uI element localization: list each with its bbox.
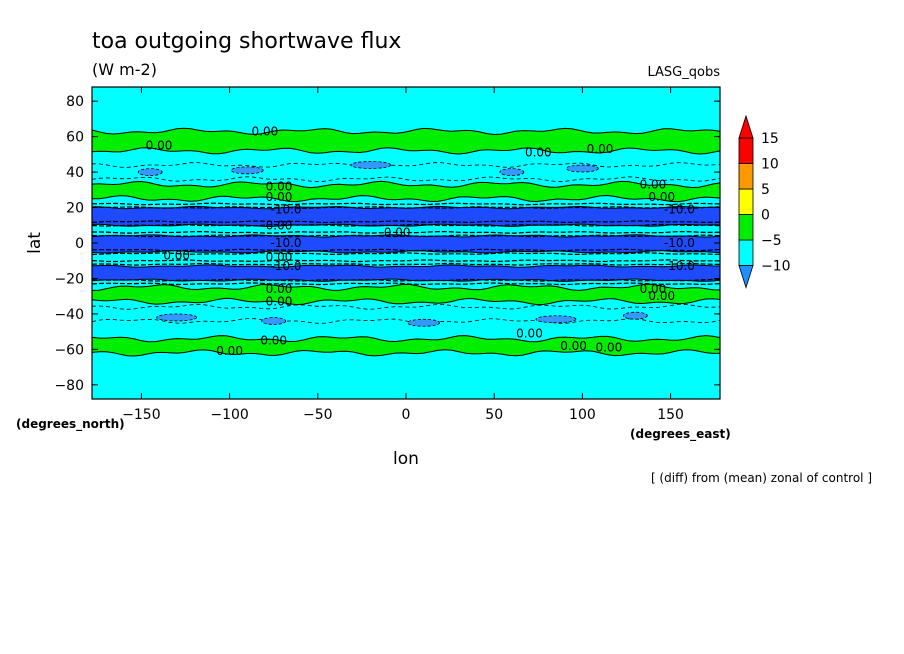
contour-label: 0.00 <box>146 139 173 153</box>
contour-line <box>92 176 720 183</box>
y-tick-label: 60 <box>66 130 84 146</box>
x-axis-label: lon <box>393 449 419 469</box>
y-tick-label: 40 <box>66 165 84 181</box>
field-band <box>92 264 720 282</box>
contour-label: 0.00 <box>516 326 543 340</box>
chart-units: (W m-2) <box>92 60 157 79</box>
heatmap-field: 0.000.000.00 0.000.00 0.000.00 0.00-10.0 -10… <box>92 87 720 399</box>
colorbar-label: −10 <box>761 259 791 275</box>
colorbar-label: 5 <box>761 182 770 198</box>
colorbar-segment <box>738 163 754 190</box>
contour-label: -10.0 <box>664 259 695 273</box>
y-tick-label: 80 <box>66 94 84 110</box>
contour-label: 0.00 <box>266 179 293 193</box>
x-tick-label: −50 <box>303 407 333 423</box>
y-tick-label: −40 <box>54 307 84 323</box>
contour-cell <box>499 168 525 176</box>
contour-cell <box>535 315 577 324</box>
contour-label: 0.00 <box>266 282 293 296</box>
y-tick-label: −80 <box>54 378 84 394</box>
colorbar-segment <box>738 239 754 266</box>
contour-line <box>92 303 720 310</box>
x-tick-label: −150 <box>122 407 160 423</box>
chart-title: toa outgoing shortwave flux <box>92 29 401 54</box>
contour-label: 0.00 <box>384 225 411 239</box>
contour-label: -10.0 <box>664 202 695 216</box>
contour-label: 0.00 <box>648 190 675 204</box>
contour-label: 0.00 <box>252 124 279 138</box>
contour-label: 0.00 <box>260 334 287 348</box>
colorbar-label: 10 <box>761 157 779 173</box>
contour-label: 0.00 <box>525 146 552 160</box>
contour-cell <box>156 313 198 322</box>
y-axis-units: (degrees_north) <box>16 417 125 432</box>
contour-label: 0.00 <box>266 190 293 204</box>
colorbar-segment <box>738 214 754 241</box>
contour-cell <box>407 318 441 327</box>
colorbar-label: −5 <box>761 233 782 249</box>
colorbar-arrow-high <box>738 114 754 139</box>
x-axis-units: (degrees_east) <box>630 427 731 442</box>
colorbar-label: 15 <box>761 131 779 147</box>
x-tick-label: 100 <box>569 407 596 423</box>
contour-label: 0.00 <box>596 341 623 355</box>
contour-label: 0.00 <box>560 339 587 353</box>
y-axis-label: lat <box>25 232 45 254</box>
field-band <box>92 205 720 228</box>
colorbar-label: 0 <box>761 208 770 224</box>
contour-label: 0.00 <box>266 295 293 309</box>
contour-cell <box>261 317 287 325</box>
colorbar: −10 −5 0 5 10 15 <box>738 114 791 289</box>
x-tick-label: 150 <box>657 407 684 423</box>
field-band <box>92 335 720 357</box>
contour-label: 0.00 <box>266 218 293 232</box>
contour-label: 0.00 <box>163 248 190 262</box>
contour-line <box>92 162 720 168</box>
contour-cell <box>622 311 648 320</box>
contour-label: -10.0 <box>271 236 302 250</box>
x-axis: −150 −100 −50 0 50 100 150 <box>122 87 684 423</box>
contour-label: -10.0 <box>271 202 302 216</box>
colorbar-segment <box>738 188 754 215</box>
y-axis: 80 60 40 20 0 −20 −40 −60 −80 <box>54 94 720 394</box>
colorbar-arrow-low <box>738 265 754 289</box>
field-band <box>92 180 720 203</box>
contour-label: 0.00 <box>216 344 243 358</box>
y-tick-label: −60 <box>54 342 84 358</box>
x-tick-label: −100 <box>210 407 248 423</box>
contour-cell <box>350 161 392 169</box>
colorbar-segment <box>738 137 754 164</box>
footnote: [ (diff) from (mean) zonal of control ] <box>651 471 872 485</box>
contour-label: 0.00 <box>640 178 667 192</box>
contour-label: 0.00 <box>587 142 614 156</box>
contour-label: 0.00 <box>648 289 675 303</box>
contour-label: -10.0 <box>664 236 695 250</box>
y-tick-label: 0 <box>75 236 84 252</box>
contour-cell <box>230 166 264 175</box>
x-tick-label: 0 <box>402 407 411 423</box>
model-name: LASG_qobs <box>648 65 721 80</box>
y-tick-label: −20 <box>54 271 84 287</box>
contour-cell <box>137 168 163 176</box>
x-tick-label: 50 <box>485 407 503 423</box>
contour-cell <box>566 164 599 173</box>
y-tick-label: 20 <box>66 201 84 217</box>
contour-label: 0.00 <box>640 282 667 296</box>
contour-label: 0.00 <box>266 250 293 264</box>
contour-line <box>92 318 720 324</box>
contour-label: -10.0 <box>271 259 302 273</box>
field-band <box>92 127 720 155</box>
